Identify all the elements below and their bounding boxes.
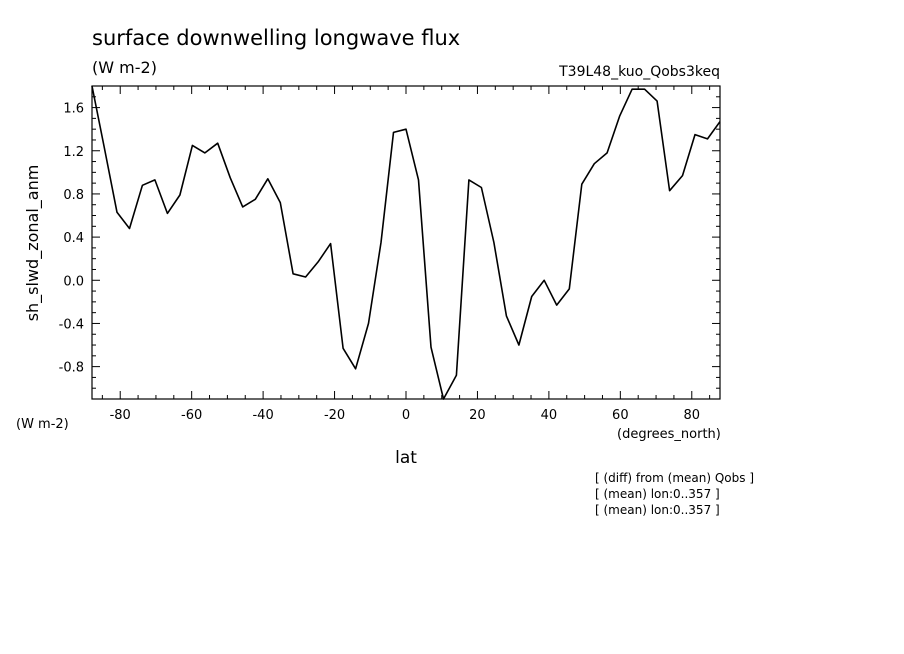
x-tick-label: -40	[252, 408, 273, 423]
chart-title: surface downwelling longwave flux	[92, 26, 460, 50]
x-tick-label: 0	[402, 408, 410, 423]
y-axis-label: sh_slwd_zonal_anm	[23, 165, 43, 322]
x-tick-label: 40	[541, 408, 558, 423]
note-line-1: [ (diff) from (mean) Qobs ]	[595, 471, 754, 485]
series-layer	[91, 85, 721, 400]
y-tick-label: -0.8	[59, 361, 84, 376]
series-line	[91, 85, 721, 400]
x-axis-label: lat	[395, 448, 417, 468]
y-tick-label: 0.4	[63, 231, 84, 246]
x-units-label: (degrees_north)	[617, 427, 721, 442]
x-tick-label: 20	[469, 408, 486, 423]
x-tick-label: -60	[181, 408, 202, 423]
x-tick-label: -80	[110, 408, 131, 423]
y-units-label: (W m-2)	[16, 417, 69, 432]
x-tick-label: 80	[684, 408, 701, 423]
x-tick-label: -20	[324, 408, 345, 423]
y-tick-label: -0.4	[59, 317, 84, 332]
y-tick-label: 1.2	[63, 145, 84, 160]
y-tick-label: 0.0	[63, 274, 84, 289]
plot-frame	[91, 85, 721, 400]
note-line-3: [ (mean) lon:0..357 ]	[595, 503, 720, 517]
y-tick-label: 1.6	[63, 102, 84, 117]
x-tick-label: 60	[612, 408, 629, 423]
x-axis: -80 -60 -40 -20 0 20 40 60 80	[101, 86, 711, 423]
units-label: (W m-2)	[92, 58, 157, 77]
y-tick-label: 0.8	[63, 188, 84, 203]
y-axis: -0.8 -0.4 0.0 0.4 0.8 1.2 1.6	[59, 96, 720, 389]
run-label: T39L48_kuo_Qobs3keq	[558, 64, 720, 80]
note-line-2: [ (mean) lon:0..357 ]	[595, 487, 720, 501]
